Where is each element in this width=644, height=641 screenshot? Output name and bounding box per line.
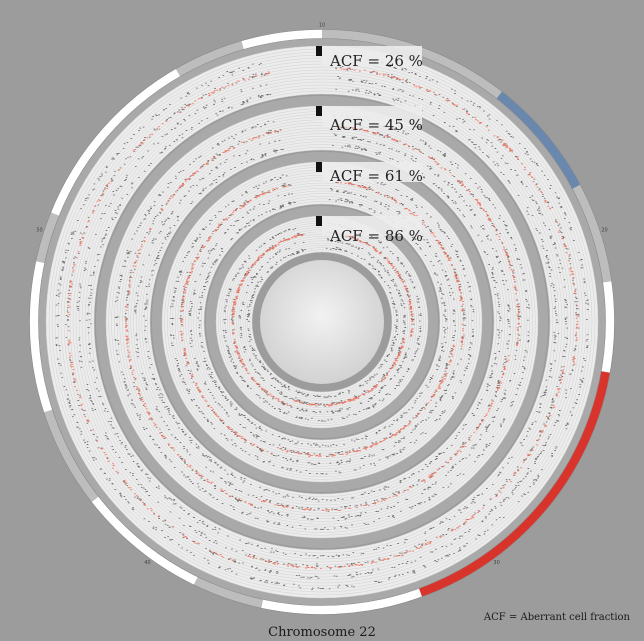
- ring-origin-marker: [316, 216, 322, 226]
- ring-gridline: [245, 245, 399, 399]
- acf-label-backdrop: [322, 162, 422, 182]
- ideogram-band: [418, 371, 611, 597]
- ring-origin-marker: [316, 162, 322, 172]
- acf-label: ACF = 86 %: [329, 227, 423, 245]
- ring-gridline: [195, 195, 449, 449]
- acf-label-backdrop: [322, 46, 422, 66]
- ring-gridline: [136, 136, 508, 508]
- ideogram-band: [91, 496, 198, 585]
- acf-footnote: ACF = Aberrant cell fraction: [483, 612, 630, 623]
- ideogram-tick-label: 20: [601, 228, 607, 234]
- ring-gridline: [242, 242, 402, 402]
- ring-gridline: [72, 72, 572, 572]
- ring-gridline: [185, 185, 459, 459]
- ideogram-tick-label: 40: [144, 560, 150, 566]
- ring-gridline: [238, 238, 406, 406]
- ring-gridline: [240, 240, 404, 404]
- points-red-ring-3: [179, 180, 465, 457]
- ring-gridline: [69, 69, 575, 575]
- ideogram-band: [601, 281, 615, 373]
- ring-gridline: [81, 81, 563, 563]
- ring-gridline: [93, 93, 551, 551]
- copy-number-points: [55, 55, 590, 591]
- acf-labels: ACF = 26 % ACF = 45 % ACF = 61 % ACF = 86 %: [316, 46, 423, 245]
- ring-gridline: [130, 130, 514, 514]
- points-black-ring-1: [55, 55, 590, 591]
- points-red-ring-1: [67, 67, 580, 570]
- ideogram-outline: [38, 38, 606, 606]
- sample-ring-1: [45, 45, 599, 599]
- ring-gridline: [251, 251, 393, 393]
- ideogram-band: [572, 184, 612, 283]
- ring-separator: [96, 96, 548, 548]
- points-red-ring-4: [230, 231, 414, 407]
- ideogram-tick-label: 30: [493, 560, 499, 566]
- ideogram-band: [193, 576, 264, 609]
- acf-label: ACF = 45 %: [329, 116, 423, 134]
- ideogram-band: [241, 29, 323, 50]
- ring-origin-marker: [316, 46, 322, 56]
- ring-gridline: [193, 193, 451, 451]
- ring-gridline: [127, 127, 517, 517]
- ideogram-band: [29, 261, 53, 413]
- ideogram-outline: [29, 29, 615, 615]
- ring-gridline: [203, 203, 441, 441]
- ring-separator: [152, 152, 492, 492]
- ring-gridline: [149, 149, 495, 495]
- ring-separator: [36, 36, 608, 608]
- ring-gridline: [90, 90, 554, 554]
- ideogram-band: [50, 68, 181, 216]
- ring-gridline: [147, 147, 497, 497]
- ideogram-band: [496, 91, 581, 189]
- sample-rings: [36, 36, 608, 608]
- acf-label-backdrop: [322, 106, 422, 126]
- acf-label: ACF = 26 %: [329, 52, 423, 70]
- ideogram-band: [35, 212, 60, 264]
- ring-gridline: [249, 249, 395, 395]
- chromosome-ideogram: 10 20 30 40 50: [29, 23, 615, 615]
- ring-gridline: [236, 236, 408, 408]
- ring-gridline: [201, 201, 443, 443]
- chromosome-title: Chromosome 22: [268, 625, 376, 640]
- ideogram-tick-label: 10: [319, 23, 325, 29]
- center-disc: [260, 260, 384, 384]
- ring-gridline: [190, 190, 454, 454]
- ring-gridline: [133, 133, 511, 511]
- ring-gridline: [247, 247, 397, 397]
- ideogram-band: [261, 588, 423, 615]
- ring-gridline: [141, 141, 503, 503]
- ring-gridline: [188, 188, 456, 456]
- ring-gridline: [78, 78, 566, 566]
- acf-label: ACF = 61 %: [329, 167, 423, 185]
- points-red-ring-2: [124, 125, 521, 512]
- ring-gridline: [75, 75, 569, 569]
- ring-gridline: [84, 84, 560, 560]
- ideogram-tick-label: 50: [36, 228, 42, 234]
- ring-gridline: [138, 138, 506, 506]
- acf-label-backdrop: [322, 216, 422, 236]
- ideogram-band: [175, 40, 244, 77]
- ring-separator: [206, 206, 438, 438]
- ideogram-band: [43, 409, 99, 503]
- ring-origin-marker: [316, 106, 322, 116]
